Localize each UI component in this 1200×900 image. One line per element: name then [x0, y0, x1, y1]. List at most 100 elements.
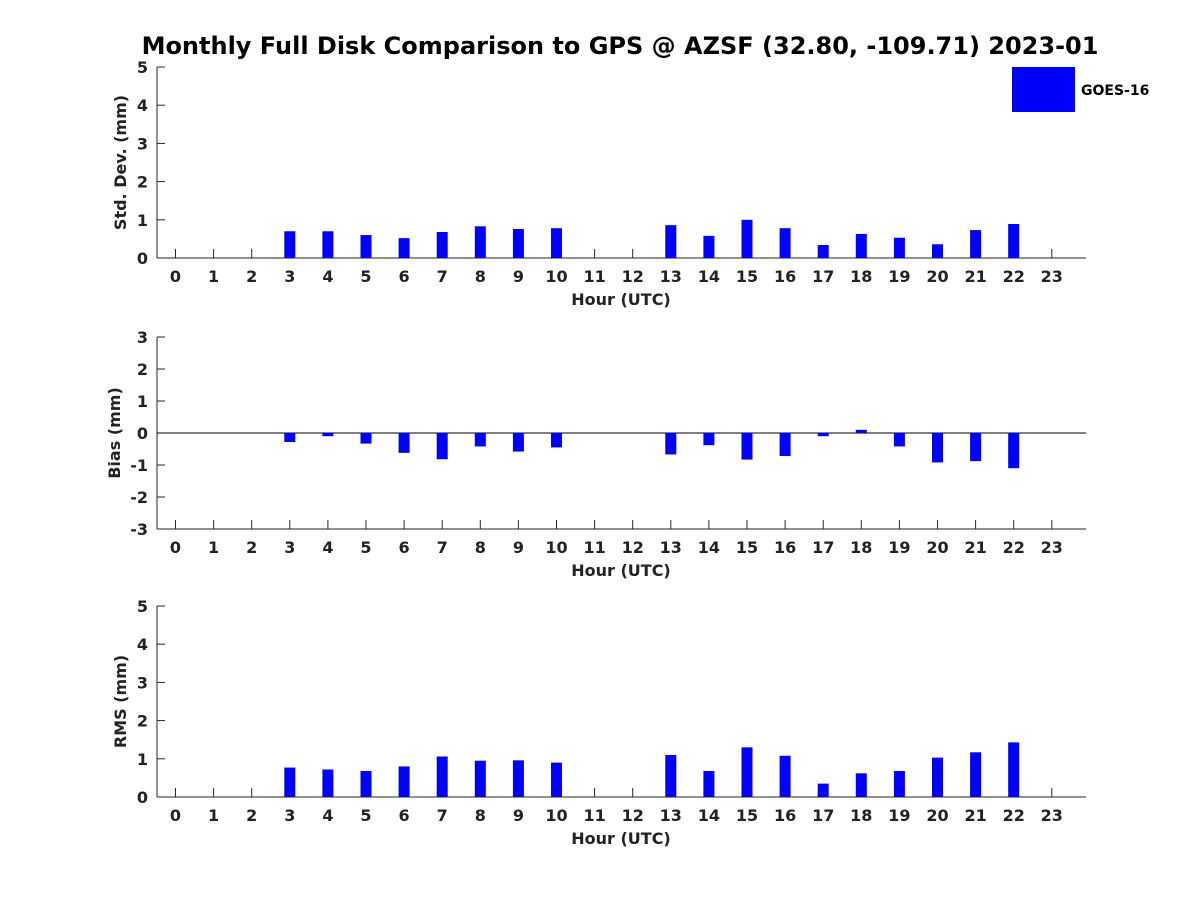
x-tick-label: 5	[360, 538, 371, 557]
y-tick-label: 0	[137, 249, 148, 268]
x-tick-label: 14	[698, 538, 720, 557]
bar-hour-10	[551, 762, 562, 797]
bar-hour-20	[932, 757, 943, 797]
x-tick-label: 15	[736, 806, 758, 825]
x-tick-label: 18	[850, 806, 872, 825]
x-tick-label: 8	[475, 267, 486, 286]
x-tick-label: 10	[545, 806, 567, 825]
x-tick-label: 5	[360, 806, 371, 825]
bar-hour-13	[665, 225, 677, 258]
bar-hour-14	[703, 235, 715, 258]
bar-hour-9	[512, 760, 524, 797]
bar-hour-4	[322, 231, 334, 258]
bar-hour-15	[741, 219, 753, 258]
x-tick-label: 20	[926, 267, 948, 286]
x-tick-label: 17	[812, 806, 834, 825]
y-tick-label: 3	[137, 328, 148, 347]
x-tick-label: 19	[888, 538, 910, 557]
bar-hour-21	[970, 752, 982, 797]
bar-hour-14	[703, 771, 715, 797]
bar-hour-8	[474, 226, 486, 258]
x-tick-label: 9	[513, 806, 524, 825]
bar-hour-5	[360, 771, 372, 797]
x-tick-label: 10	[545, 267, 567, 286]
x-tick-label: 0	[170, 267, 181, 286]
y-tick-label: -2	[130, 488, 148, 507]
x-tick-label: 6	[399, 267, 410, 286]
y-axis-label: Std. Dev. (mm)	[111, 95, 130, 230]
x-tick-label: 13	[660, 538, 682, 557]
y-axis-label: RMS (mm)	[111, 655, 130, 748]
bar-hour-15	[741, 433, 753, 460]
x-tick-label: 15	[736, 267, 758, 286]
bar-hour-13	[665, 433, 677, 455]
bar-hour-22	[1008, 742, 1020, 797]
y-tick-label: -3	[130, 520, 148, 539]
x-tick-label: 3	[284, 538, 295, 557]
x-tick-label: 21	[964, 538, 986, 557]
bar-hour-17	[817, 245, 829, 258]
bar-hour-17	[817, 433, 829, 437]
y-tick-label: 5	[137, 597, 148, 616]
x-tick-label: 22	[1003, 806, 1025, 825]
bar-hour-6	[398, 433, 410, 453]
bar-hour-7	[436, 433, 448, 460]
x-tick-label: 5	[360, 267, 371, 286]
bar-hour-9	[512, 228, 524, 258]
x-tick-label: 15	[736, 538, 758, 557]
y-tick-label: 1	[137, 211, 148, 230]
x-tick-label: 2	[246, 267, 257, 286]
x-tick-label: 7	[437, 267, 448, 286]
y-axis-label: Bias (mm)	[105, 387, 124, 479]
x-tick-label: 16	[774, 267, 796, 286]
bar-hour-20	[932, 244, 943, 258]
y-tick-label: 3	[137, 134, 148, 153]
y-tick-label: 4	[137, 635, 148, 654]
bar-hour-5	[360, 235, 372, 258]
bar-hour-16	[779, 433, 791, 457]
bar-hour-3	[284, 231, 296, 258]
bar-hour-14	[703, 433, 715, 446]
x-tick-label: 0	[170, 806, 181, 825]
x-tick-label: 4	[322, 806, 333, 825]
y-tick-label: 0	[137, 788, 148, 807]
x-tick-label: 11	[583, 267, 605, 286]
y-tick-label: 4	[137, 96, 148, 115]
x-tick-label: 16	[774, 806, 796, 825]
x-tick-label: 14	[698, 806, 720, 825]
y-tick-label: 5	[137, 58, 148, 77]
bar-hour-6	[398, 238, 410, 258]
x-tick-label: 8	[475, 538, 486, 557]
x-axis-label: Hour (UTC)	[571, 290, 671, 309]
x-tick-label: 4	[322, 267, 333, 286]
x-tick-label: 21	[964, 806, 986, 825]
x-tick-label: 21	[964, 267, 986, 286]
bar-hour-15	[741, 747, 753, 797]
x-tick-label: 23	[1041, 806, 1063, 825]
x-tick-label: 11	[583, 538, 605, 557]
x-tick-label: 1	[208, 267, 219, 286]
figure-title: Monthly Full Disk Comparison to GPS @ AZ…	[142, 32, 1099, 60]
x-tick-label: 7	[437, 538, 448, 557]
bar-hour-16	[779, 228, 791, 258]
x-tick-label: 2	[246, 806, 257, 825]
x-tick-label: 12	[622, 538, 644, 557]
x-tick-label: 20	[926, 538, 948, 557]
bar-hour-6	[398, 766, 410, 797]
bar-hour-18	[855, 429, 867, 433]
y-tick-label: 2	[137, 712, 148, 731]
x-tick-label: 9	[513, 267, 524, 286]
bar-hour-10	[551, 228, 562, 258]
x-tick-label: 11	[583, 806, 605, 825]
bar-hour-3	[284, 767, 296, 797]
bar-hour-21	[970, 433, 982, 462]
x-tick-label: 18	[850, 538, 872, 557]
bar-hour-8	[474, 433, 486, 447]
x-tick-label: 13	[660, 267, 682, 286]
x-tick-label: 18	[850, 267, 872, 286]
y-tick-label: 2	[137, 360, 148, 379]
x-tick-label: 17	[812, 267, 834, 286]
bar-hour-9	[512, 433, 524, 452]
